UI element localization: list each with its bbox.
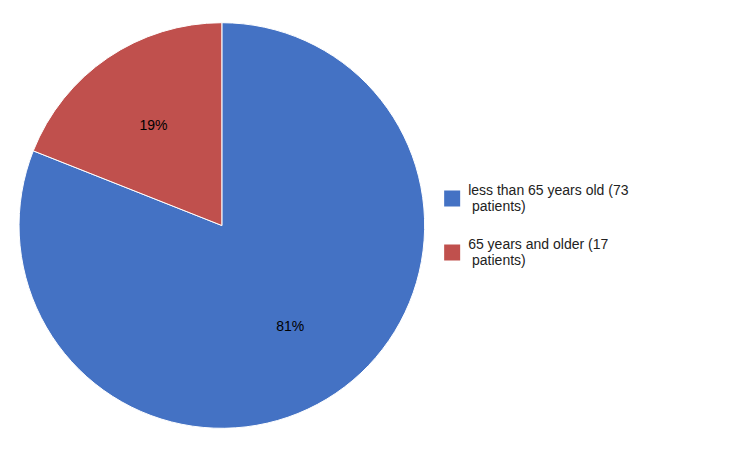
legend-swatch <box>444 245 460 261</box>
chart: 81% 19% less than 65 years old (73 patient… <box>0 0 752 451</box>
legend-item: 65 years and older (17 patients) <box>444 236 608 268</box>
legend: less than 65 years old (73 patients) 65 y… <box>444 182 629 268</box>
data-label: 19% <box>139 117 167 133</box>
legend-label: 65 years and older (17 patients) <box>468 236 608 268</box>
pie <box>19 23 425 429</box>
data-labels: 81% 19% <box>139 117 304 334</box>
pie-slice <box>19 23 425 429</box>
data-label: 81% <box>276 318 304 334</box>
legend-label: less than 65 years old (73 patients) <box>468 182 629 214</box>
pie-slice <box>33 23 222 226</box>
legend-item: less than 65 years old (73 patients) <box>444 182 629 214</box>
legend-swatch <box>444 191 460 207</box>
